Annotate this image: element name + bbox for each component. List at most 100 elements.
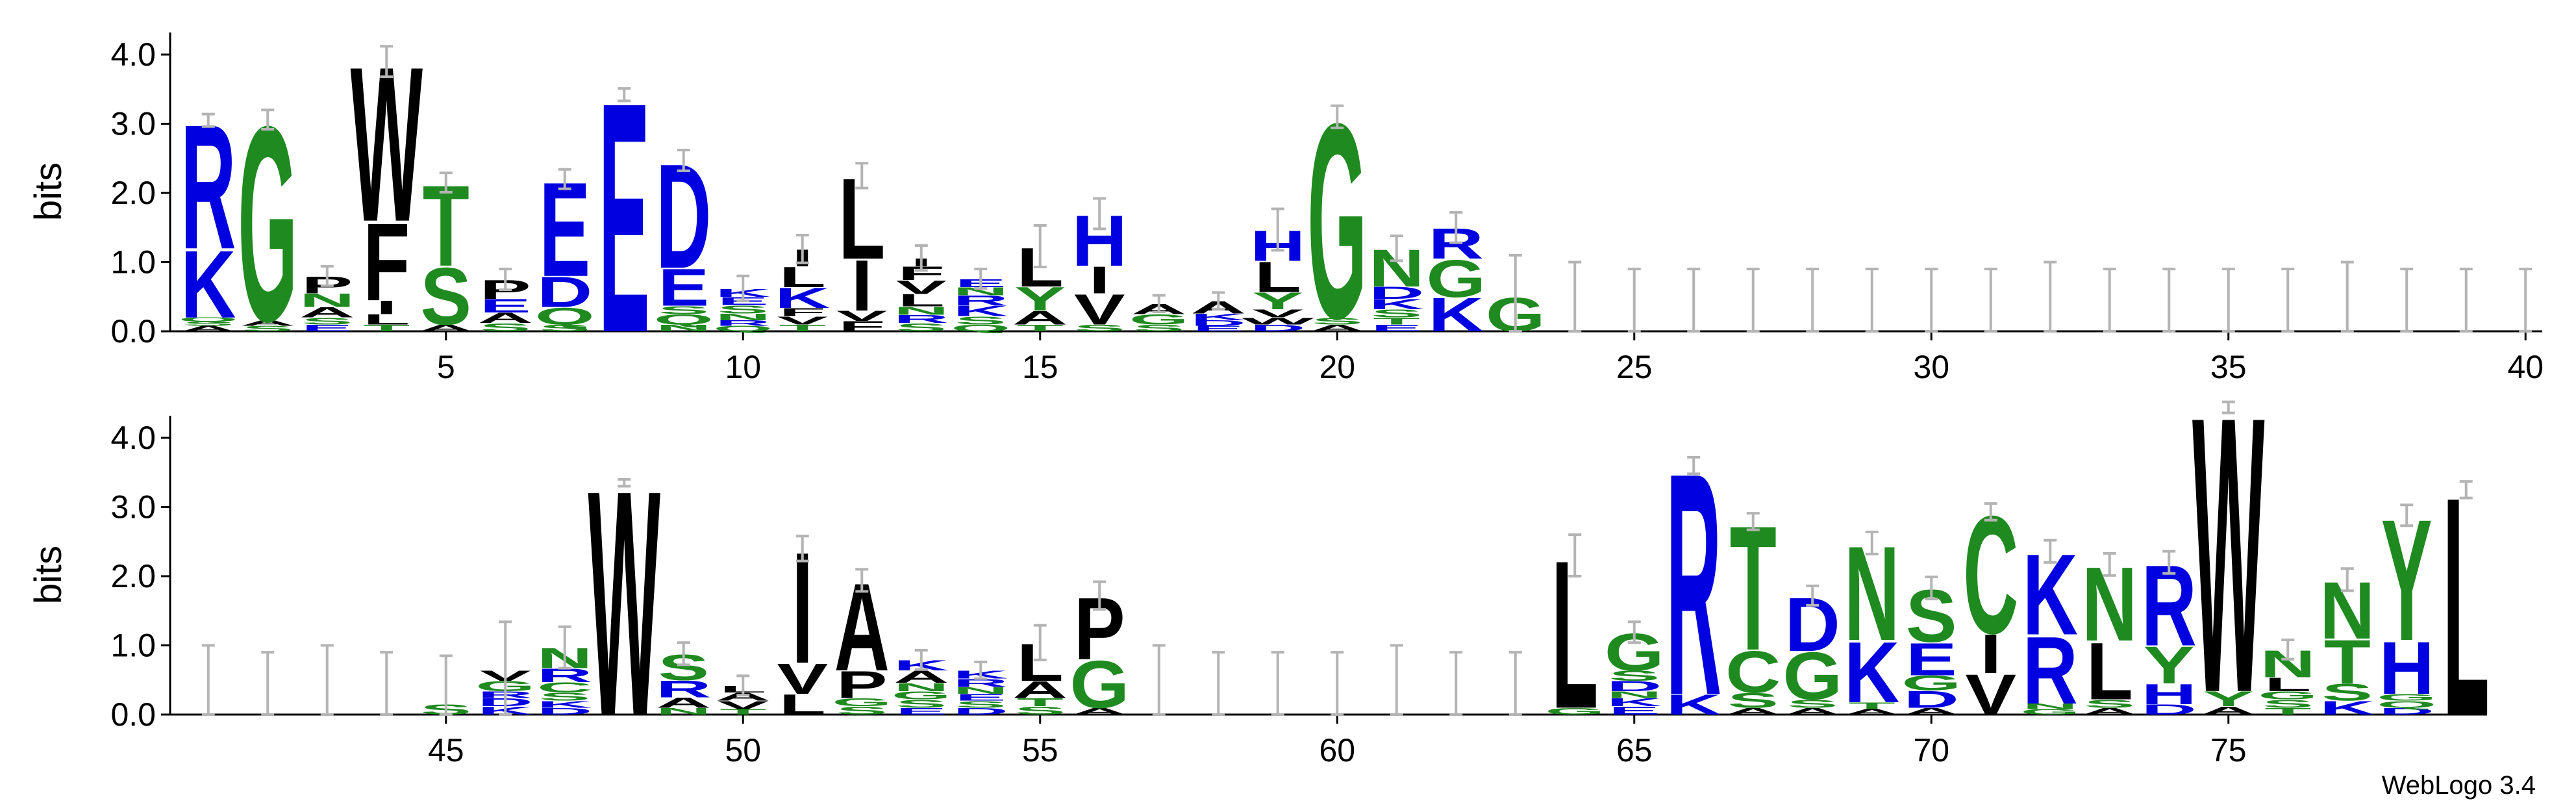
residue-A: A xyxy=(1725,706,1781,717)
residue-F: F xyxy=(363,201,410,325)
residue-R: R xyxy=(2023,617,2078,724)
residue-S: S xyxy=(955,699,1007,710)
column-75: AYW xyxy=(2192,335,2265,774)
column-40 xyxy=(2519,268,2532,333)
residue-N: N xyxy=(2023,702,2078,711)
column-53: ESGNAK xyxy=(892,648,951,717)
x-tick-label: 50 xyxy=(725,732,761,768)
column-34 xyxy=(2162,268,2176,333)
column-64: GL xyxy=(1545,516,1605,752)
column-59 xyxy=(1271,651,1284,716)
residue-V: V xyxy=(1965,663,2016,727)
residue-T: T xyxy=(2324,627,2371,696)
residue-A: A xyxy=(2201,704,2256,717)
x-tick-label: 10 xyxy=(725,349,761,385)
residue-P: P xyxy=(836,663,888,706)
column-26 xyxy=(1687,268,1701,333)
residue-D: D xyxy=(953,706,1008,717)
residue-T: T xyxy=(719,707,766,716)
residue-A: A xyxy=(716,691,771,704)
x-tick-label: 25 xyxy=(1616,349,1653,385)
column-61 xyxy=(1390,644,1403,716)
column-30 xyxy=(1925,268,1938,333)
residue-R: R xyxy=(953,676,1008,689)
column-58 xyxy=(1212,651,1225,716)
residue-E: E xyxy=(955,692,1007,703)
column-41 xyxy=(201,644,215,716)
residue-D: D xyxy=(2142,702,2197,718)
residue-S: S xyxy=(1133,323,1184,334)
residue-G: G xyxy=(2020,707,2080,716)
residue-T: T xyxy=(363,323,410,334)
y-axis-label: bits xyxy=(27,546,69,604)
residue-A: A xyxy=(1844,707,1899,716)
residue-V: V xyxy=(1074,286,1125,334)
residue-V: V xyxy=(895,277,947,298)
residue-Q: Q xyxy=(179,316,238,323)
column-60 xyxy=(1331,651,1344,716)
residue-V: V xyxy=(777,655,828,703)
column-5: AST xyxy=(418,162,473,342)
column-32 xyxy=(2044,260,2057,333)
x-tick-label: 60 xyxy=(1319,732,1355,768)
residue-V: V xyxy=(777,314,828,327)
residue-A: A xyxy=(2082,706,2137,717)
residue-S: S xyxy=(1787,697,1838,710)
column-6: SAEP xyxy=(478,268,533,334)
residue-H: H xyxy=(2379,626,2434,710)
residue-I: I xyxy=(1089,259,1110,301)
residue-S: S xyxy=(1074,323,1125,334)
residue-L: L xyxy=(363,311,410,327)
residue-W: W xyxy=(1242,316,1314,327)
residue-S: S xyxy=(1014,704,1066,717)
residue-S: S xyxy=(2321,679,2373,705)
residue-S: S xyxy=(539,691,590,704)
column-79: L xyxy=(2443,433,2490,781)
y-tick-label: 2.0 xyxy=(110,558,156,594)
residue-N: N xyxy=(1607,689,1662,700)
residue-S: S xyxy=(420,251,471,342)
column-8: E xyxy=(599,33,650,401)
y-tick-label: 3.0 xyxy=(110,489,156,526)
residue-A: A xyxy=(240,319,295,327)
y-axis-label: bits xyxy=(27,162,69,221)
column-27 xyxy=(1746,268,1760,333)
residue-K: K xyxy=(1844,624,1899,720)
residue-V: V xyxy=(718,698,769,711)
residue-E: E xyxy=(1371,323,1422,334)
y-tick-label: 4.0 xyxy=(110,420,156,456)
y-tick-label: 2.0 xyxy=(110,175,156,211)
residue-G: G xyxy=(1782,639,1842,714)
residue-A: A xyxy=(1904,706,1959,717)
residue-S: S xyxy=(242,324,294,333)
column-17: SGA xyxy=(1129,294,1189,334)
residue-R: R xyxy=(656,676,711,702)
residue-I: I xyxy=(376,297,397,318)
residue-E: E xyxy=(301,323,353,334)
residue-K: K xyxy=(1369,296,1424,312)
residue-G: G xyxy=(1129,311,1189,327)
x-tick-label: 35 xyxy=(2210,349,2247,385)
column-46: KDRGV xyxy=(475,620,535,717)
x-tick-label: 55 xyxy=(1022,732,1058,768)
column-51: LVI xyxy=(777,519,828,721)
residue-A: A xyxy=(478,310,533,326)
residue-A: A xyxy=(1012,676,1068,703)
column-31 xyxy=(1984,268,1997,333)
residue-C: C xyxy=(537,679,592,696)
column-10: QRNSEK xyxy=(713,274,773,333)
residue-L: L xyxy=(2086,626,2133,717)
column-35 xyxy=(2221,268,2235,333)
residue-D: D xyxy=(537,706,592,717)
residue-Q: Q xyxy=(2377,699,2436,710)
residue-K: K xyxy=(537,699,592,710)
